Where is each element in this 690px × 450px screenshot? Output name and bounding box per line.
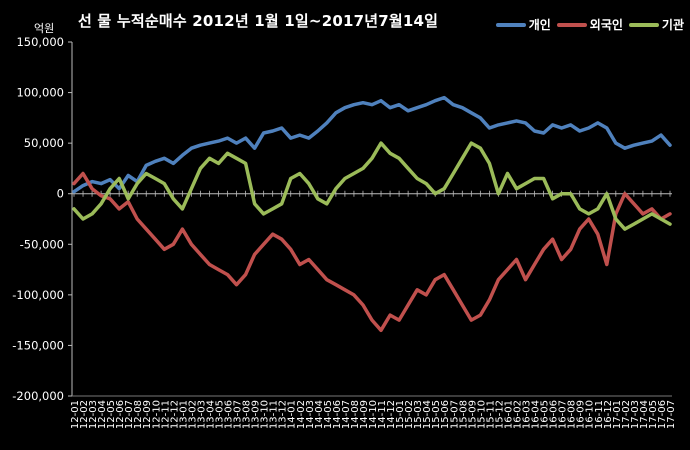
- legend-label-individual: 개인: [528, 18, 551, 32]
- y-tick-label: 50,000: [24, 136, 64, 150]
- x-tick-label: 13-06: [224, 400, 235, 429]
- x-tick-label: 17-03: [630, 400, 641, 429]
- y-tick-label: 0: [57, 187, 64, 201]
- x-tick-label: 16-08: [567, 400, 578, 429]
- x-tick-label: 15-05: [431, 400, 442, 429]
- x-tick-label: 17-04: [639, 400, 650, 429]
- x-tick-label: 15-10: [476, 400, 487, 429]
- y-tick-label: 150,000: [16, 35, 64, 49]
- legend-label-foreign: 외국인: [589, 18, 623, 32]
- x-tick-label: 14-07: [341, 400, 352, 429]
- x-tick-label: 16-09: [576, 400, 587, 429]
- x-tick-label: 15-08: [458, 400, 469, 429]
- series-line-individual: [72, 95, 672, 194]
- x-tick-label: 12-11: [160, 400, 171, 429]
- x-tick-label: 13-11: [269, 400, 280, 429]
- chart-title: 선 물 누적순매수 2012년 1월 1일~2017년7월14일: [78, 12, 439, 30]
- x-tick-label: 12-07: [124, 400, 135, 429]
- x-tick-label: 12-01: [70, 400, 81, 429]
- x-tick-label: 15-07: [449, 400, 460, 429]
- x-tick-label: 14-11: [377, 400, 388, 429]
- x-tick-label: 16-04: [531, 400, 542, 429]
- x-tick-label: 17-05: [648, 400, 659, 429]
- x-tick-label: 14-02: [296, 400, 307, 429]
- x-tick-label: 16-10: [585, 400, 596, 429]
- x-tick-label: 12-04: [97, 400, 108, 429]
- x-tick-label: 15-12: [494, 400, 505, 429]
- legend: 개인 외국인 기관: [495, 16, 684, 33]
- x-tick-label: 16-11: [594, 400, 605, 429]
- y-tick-label: -100,000: [12, 288, 64, 302]
- x-tick-label: 16-12: [603, 400, 614, 429]
- x-tick-label: 12-12: [169, 400, 180, 429]
- x-tick-label: 14-03: [305, 400, 316, 429]
- series-line-institution: [72, 141, 672, 231]
- x-tick-label: 13-07: [233, 400, 244, 429]
- x-tick-label: 16-03: [522, 400, 533, 429]
- x-tick-label: 13-09: [251, 400, 262, 429]
- x-tick-label: 12-08: [133, 400, 144, 429]
- x-tick-label: 12-06: [115, 400, 126, 429]
- y-axis-unit-label: 억원: [34, 22, 55, 35]
- x-tick-label: 14-12: [386, 400, 397, 429]
- y-tick-label: -150,000: [12, 338, 64, 352]
- x-tick-label: 17-07: [666, 400, 677, 429]
- x-tick-label: 17-01: [612, 400, 623, 429]
- legend-label-institution: 기관: [661, 18, 684, 32]
- x-tick-label: 17-02: [621, 400, 632, 429]
- y-tick-label: -200,000: [12, 389, 64, 403]
- x-tick-label: 15-11: [485, 400, 496, 429]
- x-tick-label: 13-05: [214, 400, 225, 429]
- x-tick-label: 16-05: [540, 400, 551, 429]
- x-tick-label: 17-06: [657, 400, 668, 429]
- series-line-foreign: [72, 171, 672, 333]
- x-tick-label: 12-05: [106, 400, 117, 429]
- x-tick-label: 16-02: [512, 400, 523, 429]
- x-tick-label: 13-03: [196, 400, 207, 429]
- x-tick-label: 12-02: [79, 400, 90, 429]
- legend-item-individual: 개인: [495, 16, 551, 33]
- x-tick-label: 13-01: [178, 400, 189, 429]
- x-tick-label: 14-08: [350, 400, 361, 429]
- x-tick-label: 12-10: [151, 400, 162, 429]
- x-tick-label: 14-04: [314, 400, 325, 429]
- x-tick-label: 15-09: [467, 400, 478, 429]
- legend-item-foreign: 외국인: [556, 16, 623, 33]
- legend-swatch-institution: [628, 22, 659, 27]
- legend-swatch-individual: [495, 22, 526, 27]
- legend-swatch-foreign: [556, 22, 587, 27]
- legend-item-institution: 기관: [628, 16, 684, 33]
- x-tick-label: 14-01: [287, 400, 298, 429]
- y-tick-label: -50,000: [20, 237, 64, 251]
- x-tick-label: 14-05: [323, 400, 334, 429]
- x-tick-label: 13-02: [187, 400, 198, 429]
- x-tick-label: 16-01: [503, 400, 514, 429]
- x-tick-label: 13-12: [278, 400, 289, 429]
- x-tick-label: 15-01: [395, 400, 406, 429]
- x-tick-label: 12-03: [88, 400, 99, 429]
- x-tick-label: 15-04: [422, 400, 433, 429]
- x-tick-label: 15-03: [413, 400, 424, 429]
- x-tick-label: 15-02: [404, 400, 415, 429]
- y-tick-label: 100,000: [16, 86, 64, 100]
- x-tick-label: 16-06: [549, 400, 560, 429]
- x-tick-label: 15-06: [440, 400, 451, 429]
- x-tick-label: 13-10: [260, 400, 271, 429]
- x-tick-label: 16-07: [558, 400, 569, 429]
- x-tick-label: 13-08: [242, 400, 253, 429]
- x-tick-label: 13-04: [205, 400, 216, 429]
- x-tick-label: 14-06: [332, 400, 343, 429]
- x-tick-label: 14-09: [359, 400, 370, 429]
- x-tick-label: 12-09: [142, 400, 153, 429]
- x-tick-label: 14-10: [368, 400, 379, 429]
